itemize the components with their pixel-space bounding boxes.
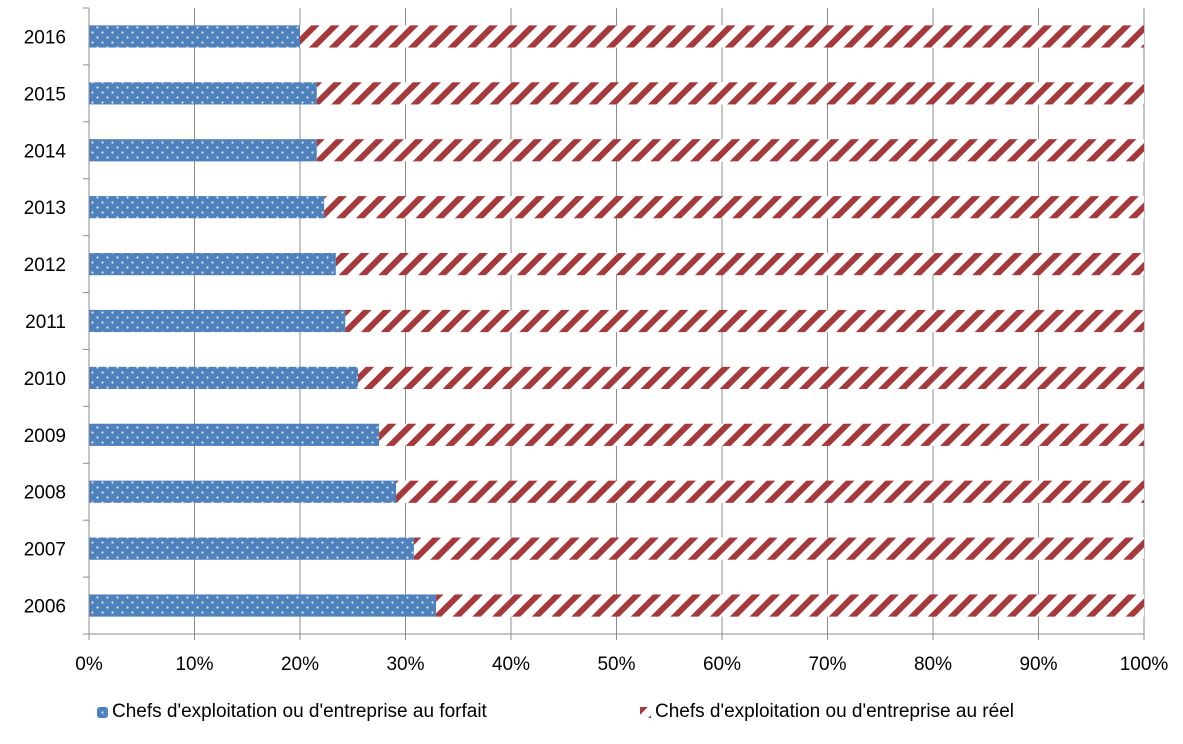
- bar-segment: [89, 82, 317, 105]
- y-tick-label: 2012: [24, 255, 66, 276]
- x-tick-label: 100%: [1120, 654, 1169, 675]
- bar-segment: [89, 139, 317, 162]
- axes: 0% 10% 20% 30% 40% 50% 60% 70% 80% 90% 100% 2006 200…: [24, 7, 1169, 675]
- bar-segment: [396, 480, 1144, 503]
- y-tick-label: 2007: [24, 540, 66, 561]
- x-tick-label: 0%: [75, 654, 103, 675]
- y-tick-label: 2008: [24, 483, 66, 504]
- legend-swatch: [640, 707, 651, 718]
- bar-segment: [335, 252, 1144, 276]
- y-tick-label: 2013: [24, 198, 66, 219]
- y-tick-label: 2009: [24, 426, 66, 447]
- bar-segment: [379, 423, 1144, 446]
- y-tick-label: 2010: [24, 369, 66, 390]
- bar-segment: [89, 25, 300, 48]
- bar-segment: [89, 309, 346, 333]
- y-tick-label: 2014: [24, 141, 67, 162]
- bar-segment: [358, 366, 1144, 390]
- x-tick-label: 70%: [808, 654, 846, 675]
- bar-segment: [436, 594, 1145, 617]
- legend-label: Chefs d'exploitation ou d'entreprise au …: [655, 701, 1014, 722]
- bar-segment: [89, 480, 397, 503]
- bar-segment: [316, 139, 1144, 162]
- legend-swatch: [97, 707, 108, 718]
- y-tick-label: 2011: [25, 312, 66, 333]
- legend-label: Chefs d'exploitation ou d'entreprise au …: [112, 701, 488, 722]
- bar-segment: [413, 537, 1144, 560]
- x-tick-label: 60%: [703, 654, 741, 675]
- bar-segment: [300, 25, 1144, 48]
- x-tick-label: 80%: [914, 654, 952, 675]
- bar-segment: [89, 423, 380, 446]
- x-tick-label: 40%: [492, 654, 530, 675]
- bar-segment: [89, 196, 325, 219]
- bar-segment: [345, 309, 1144, 333]
- bar-segment: [324, 196, 1144, 219]
- x-tick-label: 20%: [281, 654, 319, 675]
- y-tick-label: 2015: [24, 84, 66, 105]
- x-tick-label: 30%: [386, 654, 424, 675]
- bar-segment: [89, 366, 359, 390]
- legend: Chefs d'exploitation ou d'entreprise au …: [97, 701, 1014, 722]
- bar-segment: [89, 537, 414, 560]
- x-tick-label: 10%: [175, 654, 213, 675]
- bars: [89, 25, 1145, 617]
- bar-segment: [89, 252, 336, 276]
- x-tick-label: 50%: [597, 654, 635, 675]
- x-tick-label: 90%: [1019, 654, 1057, 675]
- bar-segment: [89, 594, 437, 617]
- y-tick-label: 2016: [24, 27, 66, 48]
- bar-segment: [316, 82, 1144, 105]
- y-tick-label: 2006: [24, 597, 66, 618]
